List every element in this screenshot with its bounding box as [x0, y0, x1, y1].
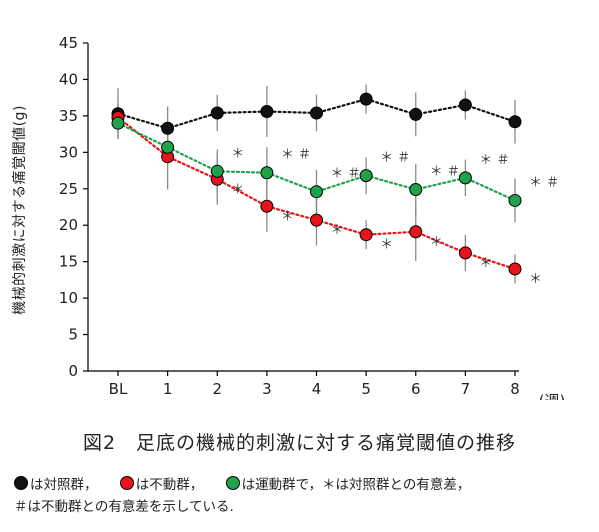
- significance-mark: ＊: [529, 272, 542, 287]
- figure-caption: 図2 足底の機械的刺激に対する痛覚閾値の推移: [82, 432, 517, 454]
- significance-mark: ＊ ＃: [479, 153, 509, 168]
- data-point: [111, 116, 125, 130]
- x-tick-label: 2: [212, 380, 222, 398]
- data-point: [310, 185, 323, 199]
- legend-line-1: は対照群， は不動群， は運動群で，＊は対照群との有意差，: [14, 474, 594, 496]
- data-point: [260, 166, 274, 180]
- legend-label-control: は対照群，: [30, 477, 98, 493]
- y-tick-label: 0: [68, 362, 78, 380]
- data-point: [210, 164, 224, 178]
- y-tick-label: 10: [59, 289, 78, 307]
- legend-item-exercise: は運動群で，＊は対照群との有意差，: [225, 476, 471, 493]
- significance-mark: ＊ ＃: [331, 167, 361, 182]
- legend-swatch-control: [14, 476, 28, 490]
- significance-mark: ＊: [430, 235, 443, 250]
- y-tick-label: 30: [59, 143, 78, 161]
- significance-mark: ＊: [281, 209, 294, 224]
- y-tick-label: 5: [68, 326, 78, 344]
- y-tick-label: 45: [59, 34, 78, 52]
- significance-mark: ＊ ＃: [380, 151, 410, 166]
- data-point: [508, 115, 522, 129]
- data-point: [310, 213, 323, 227]
- data-point: [508, 262, 522, 276]
- data-point: [161, 140, 175, 154]
- y-tick-label: 25: [59, 180, 78, 198]
- legend-label-exercise: は運動群で，＊は対照群との有意差，: [241, 477, 471, 493]
- x-tick-label: 4: [312, 380, 322, 398]
- legend-swatch-exercise: [225, 476, 240, 490]
- data-point: [409, 107, 423, 121]
- significance-mark: ＊: [479, 256, 492, 271]
- data-point: [210, 106, 224, 120]
- y-tick-label: 35: [59, 107, 78, 125]
- significance-mark: ＊: [331, 223, 344, 238]
- data-point: [409, 183, 423, 197]
- notes-line-2: ＃は不動群との有意差を示している.: [14, 499, 234, 515]
- legend-item-control: は対照群，: [14, 476, 102, 493]
- data-point: [161, 121, 175, 135]
- data-point: [458, 246, 472, 260]
- significance-mark: ＊ ＃: [281, 148, 311, 163]
- significance-mark: ＊ ＃: [529, 175, 559, 190]
- legend-label-immobile: は不動群，: [135, 477, 204, 493]
- y-axis-label: 機械的刺激に対する痛覚閾値(g): [12, 105, 28, 315]
- x-tick-label: BL: [109, 380, 128, 398]
- significance-mark: ＊: [380, 238, 393, 253]
- data-point: [359, 169, 373, 183]
- significance-mark: ＊: [231, 182, 244, 197]
- data-point: [508, 193, 522, 207]
- chart-svg: 051015202530354045BL12345678(週)＊＊＊＊＊＊＊＊＊…: [59, 34, 566, 410]
- y-tick-label: 20: [59, 216, 78, 234]
- data-point: [359, 228, 373, 242]
- x-axis-label: (週): [539, 392, 566, 400]
- significance-mark: ＊: [231, 146, 244, 161]
- x-tick-label: 3: [262, 380, 272, 398]
- x-tick-label: 6: [411, 380, 421, 398]
- significance-mark: ＊ ＃: [430, 165, 460, 180]
- y-tick-label: 15: [59, 253, 78, 271]
- data-point: [260, 105, 274, 119]
- data-point: [359, 92, 373, 106]
- legend-notes: は対照群， は不動群， は運動群で，＊は対照群との有意差， ＃は不動群との有意差…: [14, 474, 594, 518]
- data-point: [310, 106, 323, 120]
- x-tick-label: 7: [461, 380, 471, 398]
- legend-swatch-immobile: [119, 476, 134, 490]
- x-tick-label: 5: [361, 380, 371, 398]
- legend-item-immobile: は不動群，: [119, 476, 208, 493]
- data-point: [458, 171, 472, 185]
- x-tick-label: 1: [163, 380, 173, 398]
- data-point: [260, 199, 274, 213]
- y-tick-label: 40: [59, 70, 78, 88]
- x-tick-label: 8: [510, 380, 520, 398]
- data-point: [458, 98, 472, 112]
- data-point: [409, 225, 423, 239]
- y-axis-label-box: 機械的刺激に対する痛覚閾値(g): [4, 40, 34, 380]
- chart-figure: 機械的刺激に対する痛覚閾値(g) 0 5 10 15 20 25 30 35 40 45 BL 1 2 3…: [4, 34, 566, 410]
